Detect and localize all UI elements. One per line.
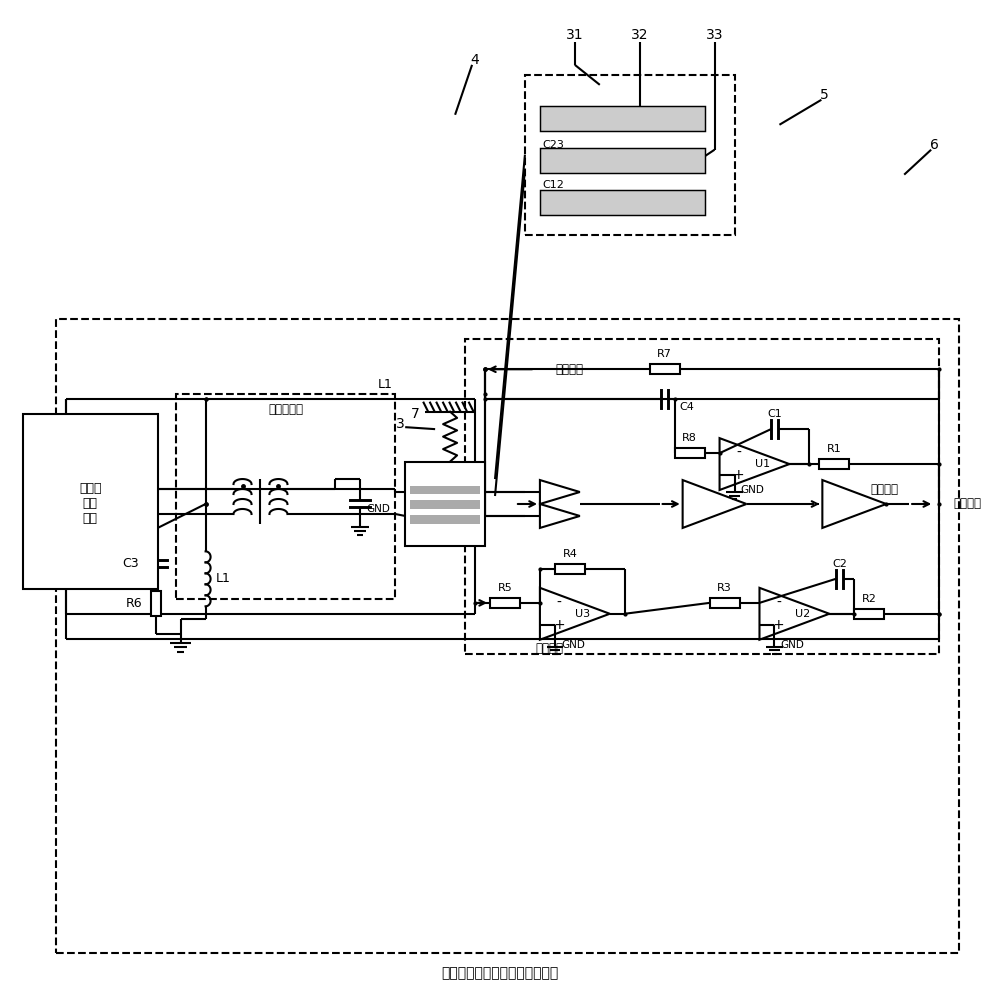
Text: C12: C12: [542, 180, 564, 190]
Bar: [410, 501, 480, 509]
Text: 信号变压器: 信号变压器: [268, 402, 303, 416]
Bar: [151, 591, 161, 616]
Text: C3: C3: [122, 557, 139, 571]
Bar: [525, 75, 735, 235]
Bar: [540, 190, 705, 215]
Bar: [854, 609, 884, 619]
Text: R5: R5: [498, 583, 512, 593]
Text: 正弦波
发生
电路: 正弦波 发生 电路: [79, 482, 102, 526]
Text: 输出信号: 输出信号: [870, 482, 898, 496]
Text: L1: L1: [216, 572, 231, 586]
Text: 反馈式地震计自动实时调零电路: 反馈式地震计自动实时调零电路: [441, 966, 559, 980]
Bar: [650, 364, 680, 374]
Bar: [405, 461, 485, 547]
Text: 4: 4: [471, 53, 479, 67]
Text: 电流信号: 电流信号: [556, 362, 584, 376]
Bar: [675, 448, 705, 458]
Bar: [23, 414, 158, 589]
Text: GND: GND: [741, 485, 764, 495]
Text: R2: R2: [862, 594, 877, 604]
Text: -: -: [557, 596, 562, 610]
Text: -: -: [776, 596, 781, 610]
Text: GND: GND: [561, 640, 585, 650]
Text: 3: 3: [396, 417, 405, 431]
Text: U2: U2: [795, 609, 810, 619]
Text: -: -: [736, 446, 741, 460]
Bar: [410, 515, 480, 524]
Text: R1: R1: [827, 444, 842, 454]
Bar: [465, 339, 939, 654]
Text: R6: R6: [125, 597, 142, 611]
Text: 反向信号: 反向信号: [536, 642, 564, 656]
Bar: [819, 459, 849, 469]
Text: +: +: [553, 618, 565, 632]
Bar: [56, 319, 959, 953]
Bar: [490, 598, 520, 608]
Text: 31: 31: [566, 28, 584, 42]
Text: U3: U3: [575, 609, 590, 619]
Text: 32: 32: [631, 28, 648, 42]
Text: L1: L1: [378, 377, 393, 391]
Text: R8: R8: [682, 433, 697, 443]
Text: C1: C1: [767, 409, 782, 419]
Text: R3: R3: [717, 583, 732, 593]
Text: GND: GND: [780, 640, 804, 650]
Text: R7: R7: [657, 349, 672, 359]
Text: R4: R4: [562, 549, 577, 559]
Bar: [555, 564, 585, 574]
Text: U1: U1: [755, 459, 770, 469]
Bar: [540, 148, 705, 173]
Text: 振动信号: 振动信号: [953, 497, 981, 511]
Text: C23: C23: [542, 140, 564, 150]
Text: +: +: [733, 468, 745, 482]
Text: 5: 5: [820, 88, 829, 102]
Bar: [176, 394, 395, 599]
Bar: [410, 485, 480, 494]
Bar: [540, 106, 705, 131]
Text: 7: 7: [411, 407, 420, 421]
Bar: [710, 598, 740, 608]
Text: +: +: [773, 618, 785, 632]
Text: GND: GND: [366, 504, 390, 514]
Text: 6: 6: [930, 138, 939, 152]
Text: C4: C4: [679, 402, 694, 412]
Text: 33: 33: [706, 28, 723, 42]
Text: C2: C2: [832, 559, 847, 569]
